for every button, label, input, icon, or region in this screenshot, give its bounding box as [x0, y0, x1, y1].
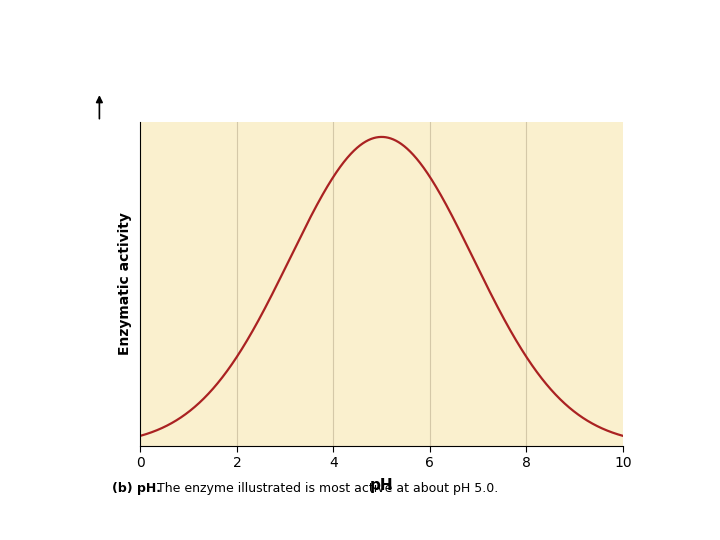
Text: (b) pH.: (b) pH. — [112, 482, 161, 495]
Y-axis label: Enzymatic activity: Enzymatic activity — [118, 212, 132, 355]
X-axis label: pH: pH — [370, 478, 393, 493]
Text: Figure 5.5b Factors that influence enzymatic activity, plotted for a hypothetica: Figure 5.5b Factors that influence enzym… — [6, 12, 595, 25]
Text: The enzyme illustrated is most active at about pH 5.0.: The enzyme illustrated is most active at… — [153, 482, 499, 495]
